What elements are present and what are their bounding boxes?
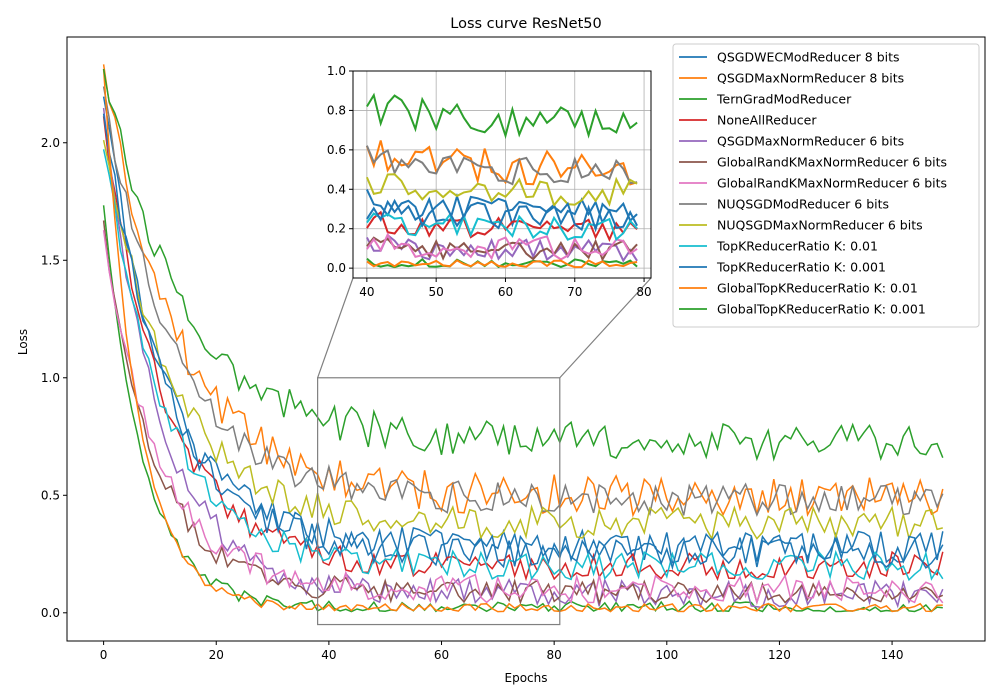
inset-series-line xyxy=(366,212,638,242)
zoom-connector xyxy=(317,277,354,378)
x-tick-label: 40 xyxy=(321,648,336,662)
x-tick-label: 20 xyxy=(209,648,224,662)
series-line xyxy=(102,113,944,571)
series-line xyxy=(102,68,943,613)
legend-label: TopKReducerRatio K: 0.01 xyxy=(716,239,878,254)
y-tick-label: 0.5 xyxy=(41,488,60,502)
inset-x-tick-label: 60 xyxy=(498,285,513,299)
inset-y-tick-label: 0.4 xyxy=(327,182,346,196)
x-tick-label: 60 xyxy=(434,648,449,662)
x-tick-label: 140 xyxy=(881,648,904,662)
zoom-region-box xyxy=(317,377,561,626)
y-tick-label: 1.0 xyxy=(41,371,60,385)
legend: QSGDWECModReducer 8 bits QSGDMaxNormReduc… xyxy=(672,43,980,328)
series-line xyxy=(102,220,944,606)
inset-series-line xyxy=(366,259,638,269)
legend-label: QSGDMaxNormReducer 6 bits xyxy=(717,134,904,149)
inset-series-line xyxy=(366,232,638,261)
zoom-connector-lines xyxy=(317,277,652,626)
inset-series-line xyxy=(366,199,638,233)
x-tick-label: 100 xyxy=(655,648,678,662)
inset-y-tick-label: 0.0 xyxy=(327,261,346,275)
legend-label: GlobalTopKReducerRatio K: 0.001 xyxy=(717,302,926,317)
legend-label: NUQSGDMaxNormReducer 6 bits xyxy=(717,218,923,233)
x-tick-label: 120 xyxy=(768,648,791,662)
inset-x-tick-label: 80 xyxy=(636,285,651,299)
inset-series-line xyxy=(365,173,638,208)
main-plot-area: 0 20 40 60 80 100 120 140 0.0 0.5 1.0 1.5 2.0 xyxy=(41,36,986,662)
inset-series-line xyxy=(366,92,638,140)
inset-series-line xyxy=(366,236,638,262)
inset-x-tick-label: 50 xyxy=(429,285,444,299)
inset-x-tick-label: 40 xyxy=(359,285,374,299)
legend-label: TernGradModReducer xyxy=(716,92,852,107)
series-line xyxy=(102,68,944,462)
series-line xyxy=(102,229,944,605)
legend-label: GlobalRandKMaxNormReducer 6 bits xyxy=(717,176,947,191)
series-line xyxy=(102,96,944,564)
x-tick-label: 80 xyxy=(547,648,562,662)
x-axis-title: Epochs xyxy=(505,671,548,685)
legend-box xyxy=(672,43,980,328)
legend-label: NUQSGDModReducer 6 bits xyxy=(717,197,889,212)
inset-series-line xyxy=(366,233,638,263)
inset-plot-area: 40 50 60 70 80 0.0 0.2 0.4 0.6 0.8 1.0 xyxy=(327,64,652,299)
legend-label: NoneAllReducer xyxy=(717,113,817,128)
y-tick-label: 2.0 xyxy=(41,136,60,150)
y-axis-title: Loss xyxy=(16,329,30,355)
y-tick-label: 0.0 xyxy=(41,606,60,620)
series-line xyxy=(102,86,944,518)
series-line xyxy=(102,116,944,582)
legend-label: GlobalRandKMaxNormReducer 6 bits xyxy=(717,155,947,170)
legend-label: QSGDMaxNormReducer 8 bits xyxy=(717,71,904,86)
y-tick-label: 1.5 xyxy=(41,253,60,267)
series-line xyxy=(102,64,944,518)
chart-title: Loss curve ResNet50 xyxy=(450,16,601,32)
x-tick-label: 0 xyxy=(100,648,108,662)
inset-frame xyxy=(352,70,652,279)
inset-series-line xyxy=(366,257,638,269)
inset-y-tick-label: 0.8 xyxy=(327,103,346,117)
inset-y-tick-label: 0.2 xyxy=(327,222,346,236)
legend-label: TopKReducerRatio K: 0.001 xyxy=(716,260,886,275)
inset-y-tick-label: 1.0 xyxy=(327,64,346,78)
series-line xyxy=(102,205,943,613)
zoom-connector xyxy=(559,277,652,379)
inset-series-line xyxy=(365,189,638,228)
series-line xyxy=(102,139,943,541)
inset-x-tick-label: 70 xyxy=(567,285,582,299)
inset-series-line xyxy=(365,145,638,186)
legend-label: QSGDWECModReducer 8 bits xyxy=(717,50,900,65)
inset-y-tick-label: 0.6 xyxy=(327,143,346,157)
series-line xyxy=(102,149,944,582)
main-plot-frame xyxy=(66,36,986,642)
legend-label: GlobalTopKReducerRatio K: 0.01 xyxy=(717,281,918,296)
